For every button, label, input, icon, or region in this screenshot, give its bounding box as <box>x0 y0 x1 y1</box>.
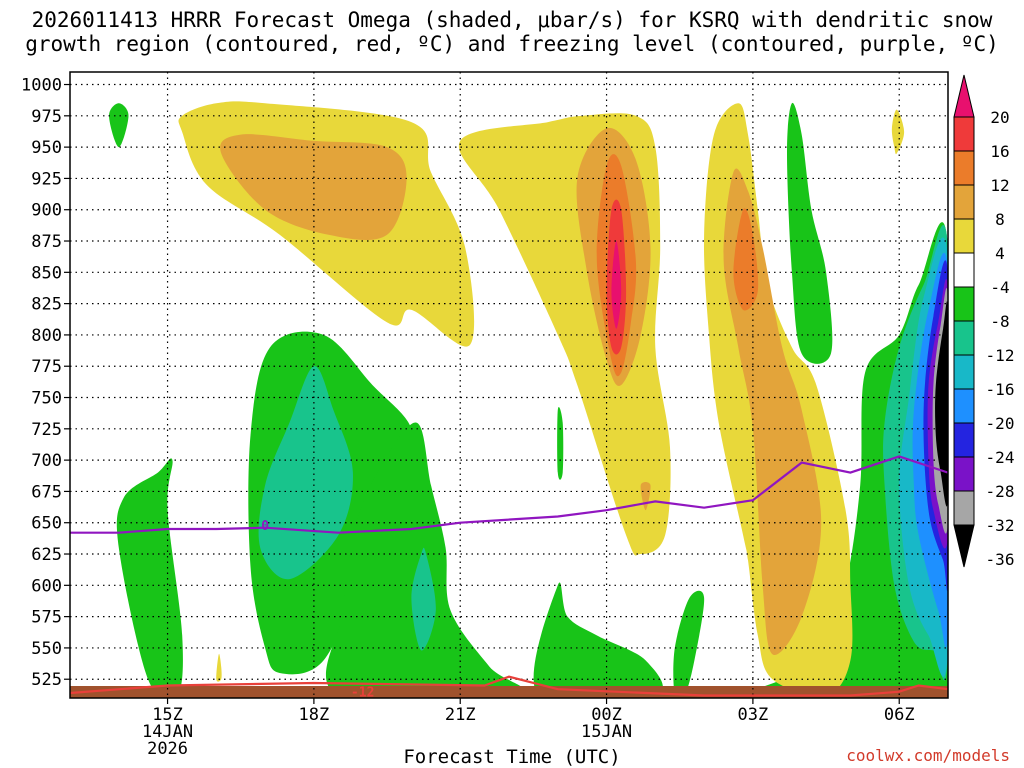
ytick-label-850: 850 <box>31 263 62 283</box>
omega-region-4 <box>533 582 663 698</box>
xtick-label-18Z: 18Z <box>299 705 330 725</box>
omega-shading <box>109 101 948 698</box>
chart-title: 2026011413 HRRR Forecast Omega (shaded, … <box>0 8 1024 56</box>
ytick-label-775: 775 <box>31 357 62 377</box>
colorbar-label-4: 4 <box>995 244 1005 263</box>
ytick-label-800: 800 <box>31 326 62 346</box>
colorbar-label-1: 16 <box>990 142 1009 161</box>
colorbar-label-0: 20 <box>990 108 1009 127</box>
xtick-sublabel-15Z-0: 14JAN <box>142 722 193 742</box>
colorbar-swatch-3 <box>953 218 975 254</box>
ytick-label-725: 725 <box>31 420 62 440</box>
colorbar-label-5: -4 <box>990 278 1009 297</box>
colorbar-label-12: -32 <box>986 516 1015 535</box>
xtick-label-03Z: 03Z <box>738 705 769 725</box>
colorbar-swatch-2 <box>953 184 975 220</box>
colorbar-swatch-9 <box>953 422 975 458</box>
title-line-2: growth region (contoured, red, ºC) and f… <box>25 32 999 56</box>
colorbar-label-9: -20 <box>986 414 1015 433</box>
contour-label-1: 0 <box>261 519 269 534</box>
ytick-label-875: 875 <box>31 232 62 252</box>
y-axis-ticks: 525 550 575 600 625 650 675 700 725 750 775 800 825 8… <box>21 76 70 690</box>
omega-region-24 <box>611 241 622 329</box>
ytick-label-675: 675 <box>31 482 62 502</box>
colorbar-label-7: -12 <box>986 346 1015 365</box>
colorbar-label-11: -28 <box>986 482 1015 501</box>
ytick-label-900: 900 <box>31 201 62 221</box>
colorbar-swatch-11 <box>953 490 975 526</box>
ytick-label-625: 625 <box>31 545 62 565</box>
omega-region-0 <box>109 103 129 148</box>
xtick-label-15Z: 15Z <box>152 705 183 725</box>
colorbar-swatch-5 <box>953 286 975 322</box>
x-axis-label: Forecast Time (UTC) <box>403 746 621 768</box>
xtick-sublabel-00Z-0: 15JAN <box>581 722 632 742</box>
ytick-label-575: 575 <box>31 608 62 628</box>
colorbar-swatch-top <box>953 74 975 118</box>
grid <box>70 72 948 698</box>
ytick-label-750: 750 <box>31 389 62 409</box>
colorbar-label-8: -16 <box>986 380 1015 399</box>
omega-region-17 <box>220 134 407 241</box>
ytick-label-550: 550 <box>31 639 62 659</box>
xtick-label-06Z: 06Z <box>884 705 915 725</box>
colorbar-swatch-bottom <box>953 524 975 568</box>
omega-region-9 <box>258 366 353 580</box>
colorbar-label-6: -8 <box>990 312 1009 331</box>
title-line-1: 2026011413 HRRR Forecast Omega (shaded, … <box>31 8 993 32</box>
site-credit[interactable]: coolwx.com/models <box>846 746 1010 765</box>
omega-region-15 <box>891 109 905 155</box>
ytick-label-975: 975 <box>31 107 62 127</box>
contour-line-1 <box>70 455 948 534</box>
ytick-label-650: 650 <box>31 514 62 534</box>
ytick-label-925: 925 <box>31 169 62 189</box>
omega-region-8 <box>557 406 564 480</box>
contour-label-0: -12 <box>351 686 374 701</box>
contours: -12 0 <box>70 455 948 701</box>
colorbar-label-3: 8 <box>995 210 1005 229</box>
colorbar-swatch-8 <box>953 388 975 424</box>
colorbar-swatch-4 <box>953 252 975 288</box>
omega-region-30 <box>935 301 948 507</box>
omega-region-16 <box>216 653 222 682</box>
colorbar-label-2: 12 <box>990 176 1009 195</box>
colorbar-label-13: -36 <box>986 550 1015 569</box>
ytick-label-600: 600 <box>31 576 62 596</box>
colorbar-label-10: -24 <box>986 448 1015 467</box>
omega-region-7 <box>787 102 833 364</box>
ytick-label-950: 950 <box>31 138 62 158</box>
colorbar-swatch-6 <box>953 320 975 356</box>
omega-region-22 <box>733 208 759 311</box>
ytick-label-525: 525 <box>31 670 62 690</box>
ytick-label-700: 700 <box>31 451 62 471</box>
xtick-label-21Z: 21Z <box>445 705 476 725</box>
omega-region-1 <box>116 458 183 698</box>
omega-region-10 <box>411 547 436 651</box>
colorbar-swatch-7 <box>953 354 975 390</box>
colorbar: 20 16 12 8 4 -4 -8 -12 -16 -20 -24 -28 -32 -36 <box>953 74 1015 569</box>
contour-line-0 <box>70 675 948 697</box>
xtick-sublabel-15Z-1: 2026 <box>147 739 188 759</box>
colorbar-swatch-1 <box>953 150 975 186</box>
ytick-label-1000: 1000 <box>21 76 62 96</box>
ytick-label-825: 825 <box>31 295 62 315</box>
xtick-label-00Z: 00Z <box>591 705 622 725</box>
omega-region-5 <box>673 590 705 698</box>
colorbar-swatch-0 <box>953 116 975 152</box>
colorbar-swatch-10 <box>953 456 975 492</box>
plot-frame <box>69 71 949 699</box>
